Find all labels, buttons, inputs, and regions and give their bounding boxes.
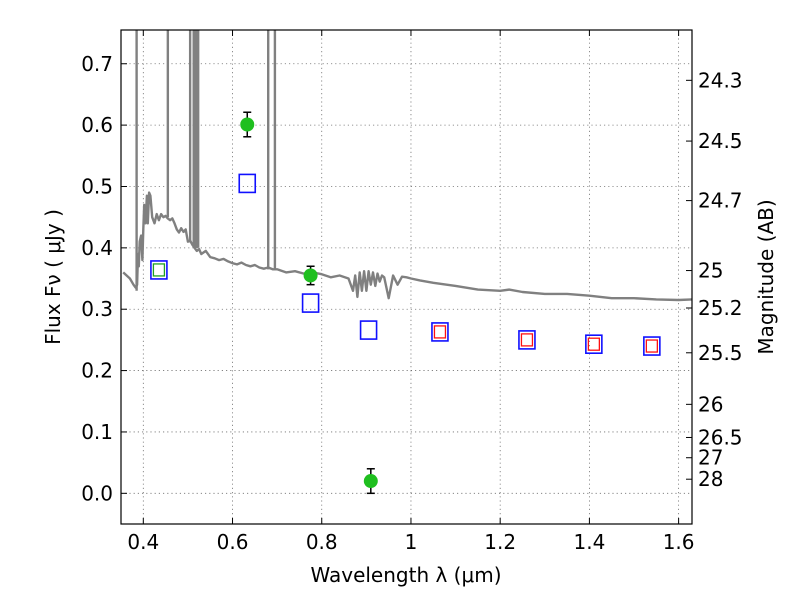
model-flux-square bbox=[301, 293, 320, 313]
model-flux-square bbox=[150, 260, 168, 280]
model-flux-square bbox=[359, 320, 378, 340]
inner-flux-square bbox=[433, 325, 447, 339]
plot-frame bbox=[120, 29, 693, 525]
y-tick-label: 0.2 bbox=[81, 359, 113, 383]
y-tick-label: 0.3 bbox=[81, 297, 113, 321]
observed-flux-point bbox=[240, 117, 255, 132]
template-spectrum-line bbox=[122, 191, 692, 302]
y-tick-label: 0.1 bbox=[81, 420, 113, 444]
right-axis-label: Magnitude (AB) bbox=[754, 199, 778, 354]
model-flux-square bbox=[238, 173, 257, 194]
observed-flux-point bbox=[363, 474, 378, 489]
y-tick-label: 0.4 bbox=[81, 236, 113, 260]
x-tick-label: 0.8 bbox=[306, 530, 338, 554]
inner-flux-square bbox=[645, 339, 659, 353]
observed-flux-point bbox=[303, 268, 318, 283]
model-flux-square bbox=[518, 330, 536, 350]
right-tick-label: 25.5 bbox=[698, 341, 743, 365]
y-tick-label: 0.5 bbox=[81, 174, 113, 198]
right-tick-label: 28 bbox=[698, 467, 723, 491]
model-flux-square bbox=[643, 336, 661, 356]
inner-flux-square bbox=[152, 263, 166, 277]
y-tick-label: 0.6 bbox=[81, 113, 113, 137]
right-tick-label: 26 bbox=[698, 392, 723, 416]
inner-flux-square bbox=[587, 337, 601, 351]
x-tick-label: 1.4 bbox=[573, 530, 605, 554]
x-tick-label: 1.6 bbox=[663, 530, 695, 554]
data-layer bbox=[122, 30, 692, 302]
x-tick-label: 0.4 bbox=[127, 530, 159, 554]
y-tick-label: 0.0 bbox=[81, 481, 113, 505]
points-layer bbox=[150, 111, 661, 495]
right-tick-label: 24.3 bbox=[698, 68, 743, 92]
model-flux-square bbox=[585, 334, 603, 354]
x-tick-label: 1.2 bbox=[484, 530, 516, 554]
x-tick-label: 0.6 bbox=[217, 530, 249, 554]
y-tick-label: 0.7 bbox=[81, 52, 113, 76]
right-tick-label: 25 bbox=[698, 259, 723, 283]
grid bbox=[121, 30, 692, 524]
model-flux-square bbox=[431, 322, 449, 342]
inner-flux-square bbox=[520, 333, 534, 347]
right-tick-label: 24.7 bbox=[698, 189, 743, 213]
right-tick-label: 24.5 bbox=[698, 129, 743, 153]
y-axis-label: Flux Fν ( μJy ) bbox=[41, 209, 65, 345]
right-tick-label: 26.5 bbox=[698, 425, 743, 449]
right-tick-label: 25.2 bbox=[698, 296, 743, 320]
right-tick-label: 27 bbox=[698, 446, 723, 470]
x-axis-label: Wavelength λ (μm) bbox=[310, 563, 501, 587]
x-tick-label: 1 bbox=[405, 530, 418, 554]
axes: 0.4 0.6 0.8 1 1.2 1.4 1.6 0.0 0.1 0.2 0.3 0.4 0.5 0.6… bbox=[81, 30, 743, 554]
